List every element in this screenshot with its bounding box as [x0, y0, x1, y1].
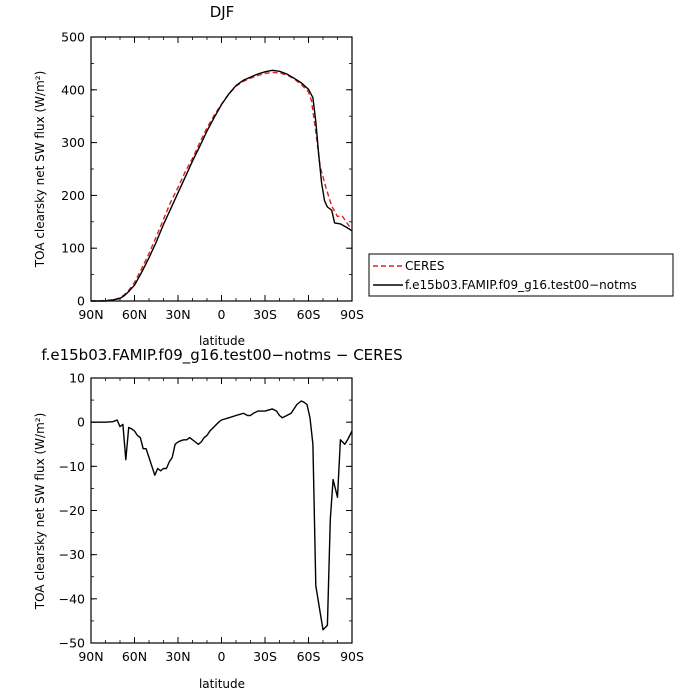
legend: CERES f.e15b03.FAMIP.f09_g16.test00−notm…: [368, 253, 674, 297]
top-y-tick-label: 100: [61, 241, 85, 256]
top-x-tick-label: 0: [218, 307, 226, 322]
top-plot-frame: [90, 36, 353, 302]
bottom-y-tick-label: −40: [59, 591, 85, 606]
bottom-x-tick-label: 30N: [165, 649, 190, 664]
bottom-x-axis-label: latitude: [199, 677, 245, 691]
legend-label-model: f.e15b03.FAMIP.f09_g16.test00−notms: [405, 278, 637, 292]
top-y-tick-label: 300: [61, 135, 85, 150]
bottom-y-axis-label: TOA clearsky net SW flux (W/m²): [33, 413, 47, 611]
bottom-plot-frame: [90, 377, 353, 644]
top-x-tick-label: 60N: [122, 307, 147, 322]
bottom-chart-title: f.e15b03.FAMIP.f09_g16.test00−notms − CE…: [41, 346, 402, 365]
bottom-plot-area: 90N 60N 30N 0 30S 60S 90S 10 0 −10 −20 −30 −40 −50: [59, 371, 364, 665]
top-x-tick-label: 90N: [78, 307, 103, 322]
bottom-x-tick-label: 0: [218, 649, 226, 664]
top-panel: DJF 90N 60N 30N 0 30S 60S 90S0100200300400500 …: [33, 3, 364, 348]
bottom-series-line-0: [91, 400, 353, 631]
bottom-y-tick-label: 0: [77, 415, 85, 430]
bottom-x-tick-label: 60N: [122, 649, 147, 664]
bottom-x-tick-label: 90N: [78, 649, 103, 664]
top-y-tick-label: 400: [61, 82, 85, 97]
top-series-line-1: [91, 69, 353, 302]
bottom-x-tick-label: 30S: [253, 649, 277, 664]
top-x-tick-label: 30N: [165, 307, 190, 322]
top-x-tick-label: 90S: [340, 307, 364, 322]
bottom-x-tick-label: 60S: [297, 649, 321, 664]
top-y-tick-label: 0: [77, 294, 85, 309]
bottom-panel: f.e15b03.FAMIP.f09_g16.test00−notms − CE…: [33, 346, 403, 691]
bottom-y-tick-label: −50: [59, 636, 85, 651]
top-x-tick-label: 30S: [253, 307, 277, 322]
top-y-tick-label: 200: [61, 188, 85, 203]
top-y-tick-label: 500: [61, 30, 85, 45]
top-x-tick-label: 60S: [297, 307, 321, 322]
bottom-y-tick-label: −30: [59, 547, 85, 562]
legend-box: [368, 253, 674, 297]
top-series-line-0: [91, 71, 353, 302]
bottom-y-tick-label: −10: [59, 459, 85, 474]
bottom-y-tick-label: −20: [59, 503, 85, 518]
legend-label-ceres: CERES: [405, 259, 445, 273]
top-x-axis-label: latitude: [199, 334, 245, 348]
top-chart-title: DJF: [210, 3, 235, 21]
bottom-y-tick-label: 10: [69, 371, 85, 386]
top-plot-area: 90N 60N 30N 0 30S 60S 90S 0 100 200 300 400 500: [61, 30, 364, 323]
top-y-axis-label: TOA clearsky net SW flux (W/m²): [33, 71, 47, 269]
bottom-x-tick-label: 90S: [340, 649, 364, 664]
